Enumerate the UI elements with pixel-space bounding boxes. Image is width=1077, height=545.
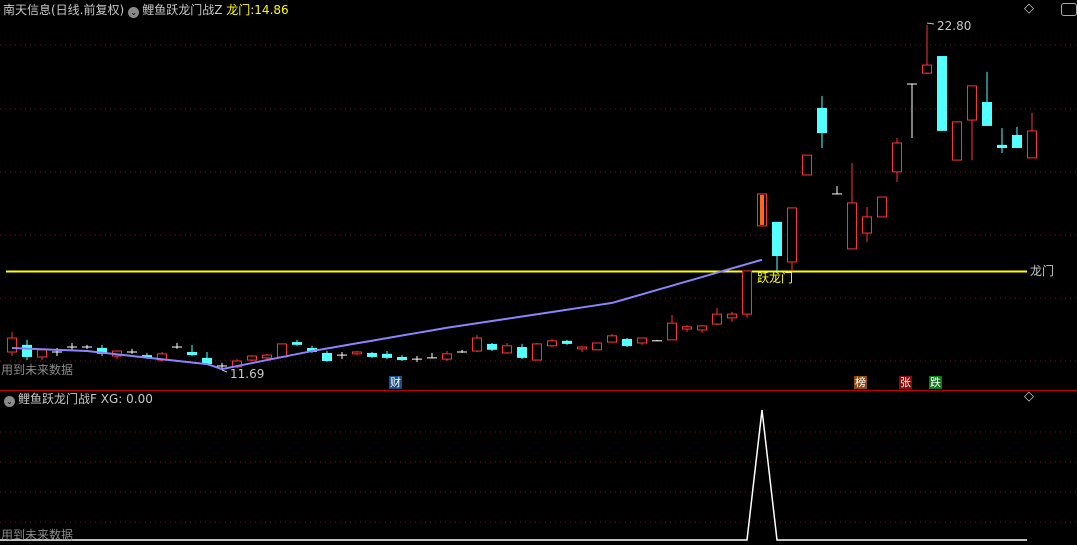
candle-body (592, 342, 602, 351)
candle-body (967, 85, 977, 121)
diamond-icon[interactable]: ◇ (1024, 1, 1034, 16)
candle-body (982, 102, 992, 126)
main-header: 南天信息(日线.前复权) ⌄ 鲤鱼跃龙门战Z 龙门:14.86 (3, 3, 289, 18)
limit-up-marker[interactable]: 张 (899, 376, 912, 389)
candle-body (862, 216, 872, 234)
candle-body (892, 142, 902, 173)
candle-body (367, 352, 377, 357)
xg-line (0, 409, 1027, 541)
sub-header: ⌄ 鲤鱼跃龙门战F XG: 0.00 (0, 392, 153, 407)
candle-body (547, 340, 557, 347)
candle-body (7, 337, 17, 353)
candle-body (1027, 130, 1037, 159)
candle-body (292, 342, 302, 345)
finance-marker[interactable]: 财 (389, 376, 402, 389)
candle-body (202, 357, 212, 365)
candle-body (622, 338, 632, 347)
candle-body (562, 340, 572, 344)
candle-body (247, 355, 257, 361)
longmen-label: 龙门: (226, 3, 255, 17)
candle-body (697, 325, 707, 331)
high-price-pointer (926, 22, 935, 25)
candle-body (1012, 134, 1022, 148)
xg-label: XG: (100, 392, 123, 406)
limit-down-marker[interactable]: 跌 (929, 376, 942, 389)
candle-body (187, 351, 197, 356)
candle-body (577, 346, 587, 350)
candle-body (442, 353, 452, 360)
ma-line (11, 258, 763, 371)
candle-body (637, 337, 647, 344)
candle-body (262, 354, 272, 359)
high-price-label: 22.80 (937, 19, 972, 33)
future-data-warning: 用到未来数据 (1, 363, 74, 377)
candle-body (502, 345, 512, 354)
candle-body (532, 343, 542, 361)
candle-body (472, 337, 482, 352)
candle-body (802, 154, 812, 176)
candle-body (37, 349, 47, 358)
sub-indicator-name[interactable]: 鲤鱼跃龙门战F (18, 392, 97, 406)
candle-body (922, 64, 932, 74)
candle-body (307, 347, 317, 352)
signal-candle-fill (760, 194, 764, 225)
candle-body (607, 335, 617, 343)
ranking-marker[interactable]: 榜 (854, 376, 867, 389)
candle-body (22, 344, 32, 357)
candle-body (322, 352, 332, 361)
candle-body (727, 313, 737, 319)
longmen-value: 14.86 (254, 3, 289, 17)
candle-body (97, 347, 107, 354)
candle-body (787, 207, 797, 263)
candle-body (397, 356, 407, 361)
candle-body (772, 221, 782, 257)
longmen-line-label: 龙门 (1030, 264, 1055, 278)
sub-future-data-warning: 用到未来数据 (1, 528, 74, 542)
candle-body (682, 326, 692, 330)
stock-title: 南天信息(日线.前复权) (3, 3, 125, 17)
sub-diamond-icon[interactable]: ◇ (1024, 389, 1034, 404)
xg-value: 0.00 (126, 392, 153, 406)
candle-body (817, 107, 827, 134)
leap-signal-label: 跃龙门 (757, 271, 794, 285)
low-price-label: 11.69 (230, 367, 265, 381)
panel-toggle-icon[interactable] (1061, 3, 1077, 16)
candle-body (352, 351, 362, 355)
candle-body (712, 313, 722, 325)
indicator-name[interactable]: 鲤鱼跃龙门战Z (142, 3, 223, 17)
candle-body (952, 121, 962, 161)
low-price-pointer (221, 369, 228, 373)
sub-indicator-dropdown-icon[interactable]: ⌄ (4, 396, 15, 407)
candle-body (667, 322, 677, 341)
candle-body (877, 196, 887, 218)
candle-body (847, 202, 857, 250)
candle-body (742, 270, 752, 315)
candle-body (937, 56, 947, 131)
indicator-dropdown-icon[interactable]: ⌄ (128, 7, 140, 18)
candle-body (517, 347, 527, 358)
candle-body (997, 144, 1007, 148)
candle-body (142, 355, 152, 358)
candle-body (382, 353, 392, 358)
candle-body (487, 343, 497, 350)
candle-body (277, 343, 287, 358)
